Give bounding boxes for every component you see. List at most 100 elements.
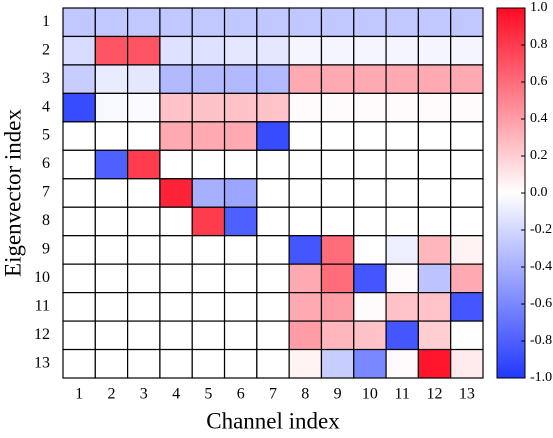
x-tick-label: 12 — [427, 386, 443, 403]
heatmap-cell — [223, 235, 258, 265]
heatmap-cell — [223, 121, 258, 151]
heatmap-cell — [353, 178, 387, 208]
colorbar-tick-label: -0.8 — [530, 333, 552, 348]
heatmap-cell — [450, 121, 484, 151]
heatmap-cell — [417, 92, 452, 123]
heatmap-cell — [159, 35, 193, 66]
heatmap-cell — [450, 292, 484, 322]
x-tick-label: 5 — [204, 386, 212, 403]
heatmap-cell — [417, 64, 452, 94]
heatmap-cell — [159, 121, 193, 151]
heatmap-cell — [450, 64, 484, 94]
heatmap-cell — [288, 178, 323, 208]
heatmap-cell — [223, 320, 258, 351]
y-tick-label: 8 — [42, 212, 50, 229]
x-tick-label: 2 — [107, 386, 115, 403]
heatmap-cell — [223, 92, 258, 123]
y-tick-label: 2 — [42, 41, 50, 58]
heatmap-cell — [127, 149, 161, 180]
heatmap-cell — [127, 121, 161, 151]
x-tick-label: 9 — [334, 386, 342, 403]
x-tick-label: 8 — [301, 386, 309, 403]
heatmap-cell — [450, 149, 484, 180]
heatmap-cell — [94, 235, 129, 265]
heatmap-cell — [450, 92, 484, 123]
heatmap-cell — [159, 235, 193, 265]
heatmap-cell — [256, 64, 290, 94]
heatmap-cell — [159, 149, 193, 180]
heatmap-cell — [94, 206, 129, 237]
heatmap-cell — [223, 178, 258, 208]
heatmap-cell — [191, 35, 226, 66]
heatmap-cell — [320, 64, 355, 94]
heatmap-cell — [127, 206, 161, 237]
heatmap-cell — [191, 206, 226, 237]
heatmap-cell — [223, 64, 258, 94]
heatmap-cell — [62, 348, 96, 379]
heatmap-cell — [191, 235, 226, 265]
heatmap-cell — [450, 7, 484, 38]
heatmap-cell — [288, 149, 323, 180]
heatmap-cell — [417, 206, 452, 237]
y-tick-label: 10 — [34, 269, 50, 286]
heatmap-cell — [320, 292, 355, 322]
heatmap-cell — [417, 149, 452, 180]
heatmap-cell — [191, 121, 226, 151]
heatmap-cell — [288, 292, 323, 322]
x-tick-label: 13 — [459, 386, 475, 403]
heatmap-cell — [191, 149, 226, 180]
y-tick-label: 11 — [35, 298, 50, 315]
heatmap-cell — [385, 92, 419, 123]
heatmap-cell — [127, 292, 161, 322]
heatmap-cell — [288, 348, 323, 379]
heatmap-cell — [417, 235, 452, 265]
heatmap-cell — [62, 7, 96, 38]
colorbar-tick-label: 0.4 — [530, 111, 548, 126]
heatmap-cell — [256, 320, 290, 351]
heatmap-cell — [288, 121, 323, 151]
heatmap-cell — [159, 64, 193, 94]
heatmap-cell — [191, 348, 226, 379]
heatmap-cell — [256, 149, 290, 180]
heatmap-cell — [385, 64, 419, 94]
y-tick-label: 7 — [42, 184, 50, 201]
heatmap-cell — [385, 149, 419, 180]
heatmap-cell — [191, 178, 226, 208]
heatmap-cell — [94, 292, 129, 322]
heatmap-cell — [288, 235, 323, 265]
heatmap-cell — [256, 7, 290, 38]
heatmap-cell — [353, 263, 387, 294]
heatmap-cell — [191, 320, 226, 351]
colorbar-tick-label: 0.8 — [530, 37, 548, 52]
heatmap-cell — [353, 121, 387, 151]
heatmap-cell — [94, 64, 129, 94]
heatmap-cell — [353, 348, 387, 379]
heatmap-cell — [353, 292, 387, 322]
x-tick-label: 6 — [237, 386, 245, 403]
colorbar-tick-label: -0.4 — [530, 259, 552, 274]
heatmap-cell — [417, 121, 452, 151]
heatmap-cell — [288, 206, 323, 237]
heatmap-cell — [127, 320, 161, 351]
heatmap-cell — [159, 178, 193, 208]
heatmap-cell — [385, 121, 419, 151]
heatmap-cell — [191, 64, 226, 94]
heatmap-cell — [320, 149, 355, 180]
heatmap-cell — [62, 64, 96, 94]
heatmap-cell — [223, 206, 258, 237]
y-axis-title: Eigenvector index — [0, 109, 25, 277]
heatmap-cell — [127, 7, 161, 38]
colorbar-tick-label: -1.0 — [530, 370, 552, 385]
heatmap-cell — [288, 320, 323, 351]
heatmap-cell — [127, 263, 161, 294]
heatmap-cell — [450, 235, 484, 265]
y-tick-label: 9 — [42, 241, 50, 258]
heatmap-cell — [159, 206, 193, 237]
heatmap-cell — [385, 235, 419, 265]
y-tick-label: 4 — [42, 98, 50, 115]
heatmap-cell — [94, 92, 129, 123]
heatmap-cell — [62, 178, 96, 208]
y-tick-label: 12 — [34, 326, 50, 343]
heatmap-cell — [94, 149, 129, 180]
heatmap-cell — [127, 64, 161, 94]
